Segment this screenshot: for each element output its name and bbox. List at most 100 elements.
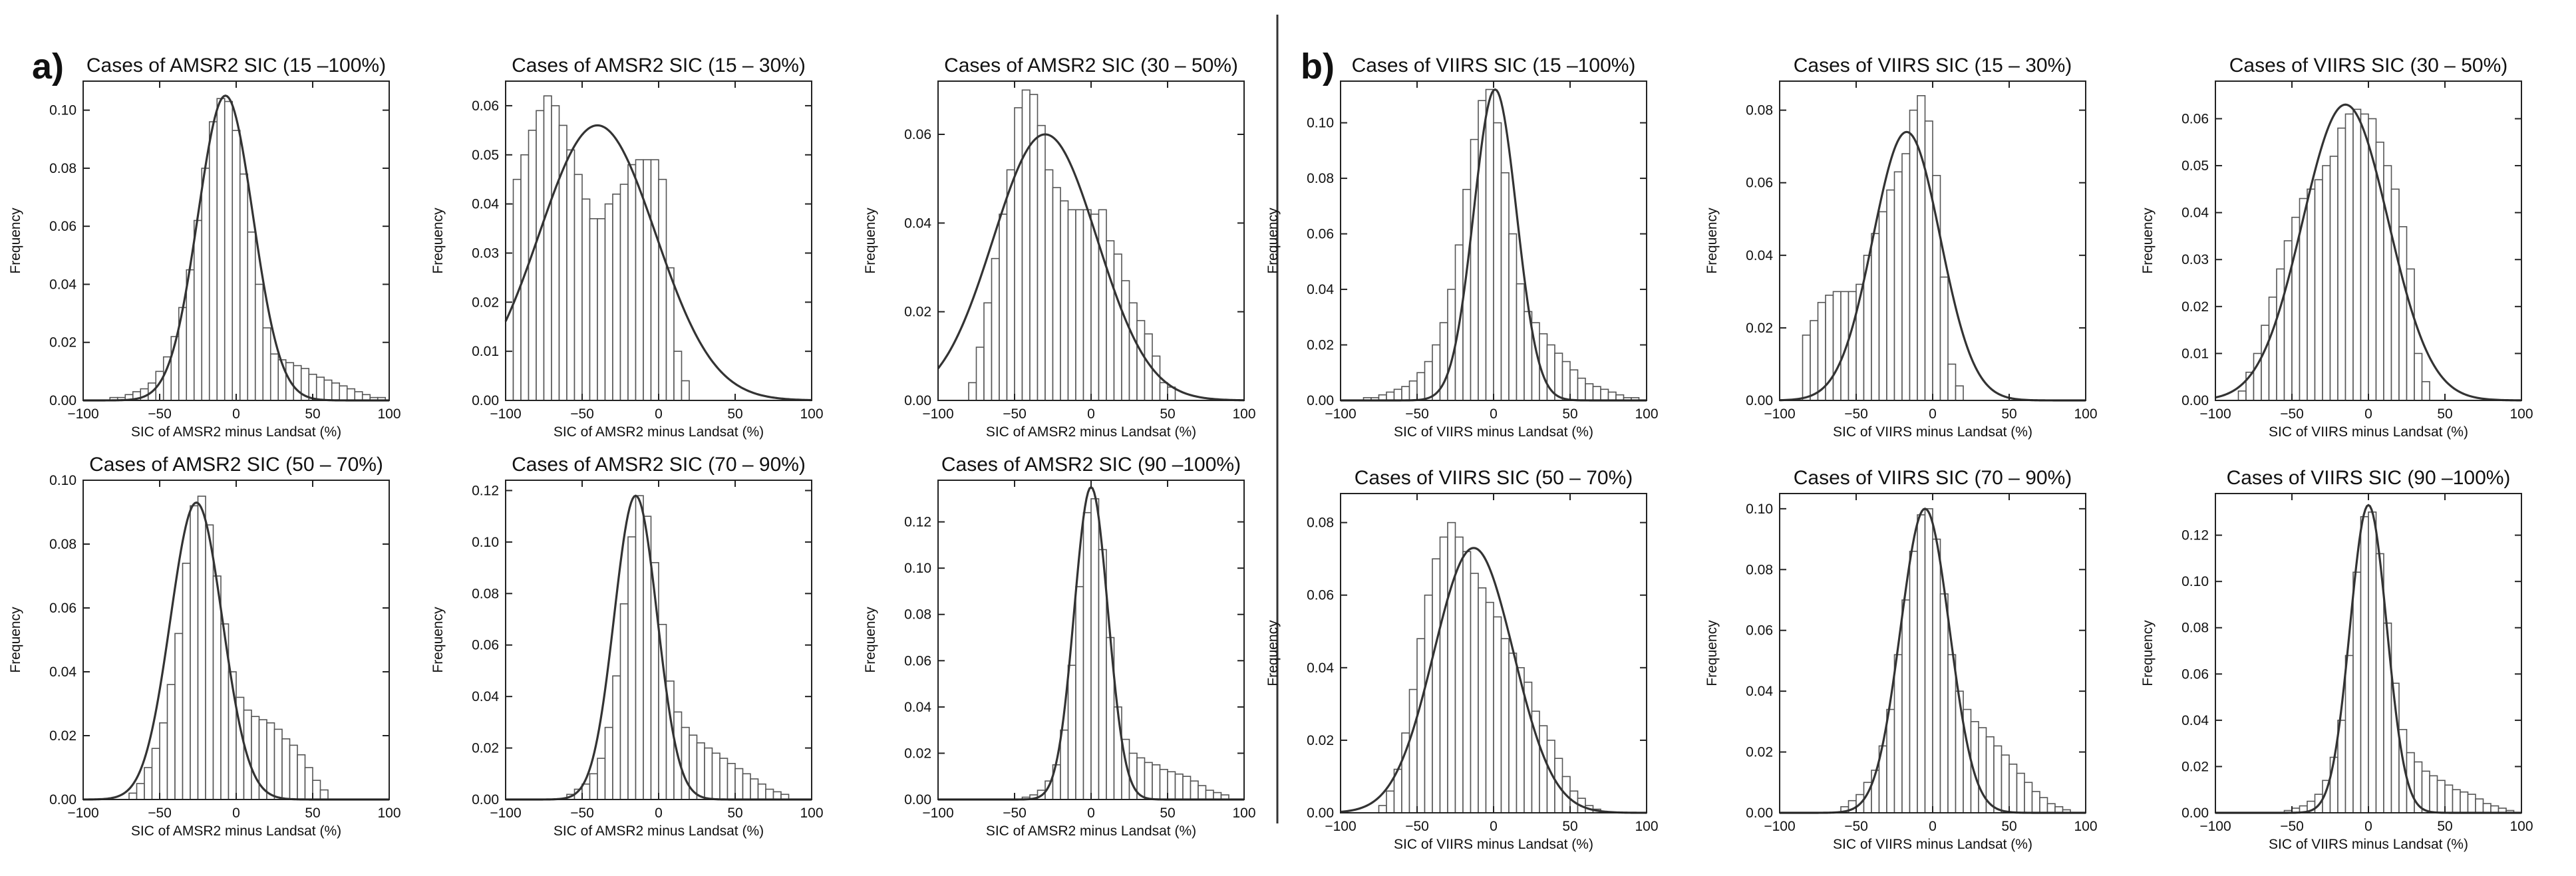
histogram-bar <box>1955 385 1964 401</box>
y-tick-label: 0.08 <box>49 537 77 552</box>
histogram-bar <box>1060 200 1069 401</box>
x-tick-label: 0 <box>232 805 240 821</box>
y-tick-label: 0.04 <box>904 216 931 231</box>
histogram-bar <box>254 283 264 401</box>
histogram-bar <box>2414 353 2423 401</box>
histogram-bar <box>346 388 356 401</box>
x-tick-label: 0 <box>655 406 663 422</box>
histogram-bar <box>2406 268 2415 401</box>
panel-letter-b: b) <box>1301 47 1335 86</box>
y-tick-label: 0.10 <box>1307 116 1334 131</box>
y-tick-label: 0.00 <box>2181 393 2209 408</box>
histogram-bar <box>1939 276 1949 401</box>
y-tick-label: 0.02 <box>904 746 931 761</box>
x-tick-label: 50 <box>727 406 742 422</box>
histogram-bar <box>1075 209 1084 401</box>
y-tick-label: 0.00 <box>1307 393 1334 408</box>
histogram-bar <box>331 382 341 401</box>
histogram-bar <box>627 536 637 800</box>
histogram-bar <box>597 218 606 401</box>
y-tick-label: 0.08 <box>904 607 931 623</box>
histogram-bar <box>1569 369 1579 401</box>
histogram-bar <box>2314 179 2323 401</box>
histogram-bar <box>619 603 629 800</box>
y-tick-label: 0.06 <box>472 98 499 114</box>
histogram-10: −100 −50 0 50 100 0.00 0.02 0.04 0.06 0.08 Cases o… <box>1265 467 1659 852</box>
chart-title: Cases of VIIRS SIC (90 –100%) <box>2227 467 2511 489</box>
histogram-bar <box>1052 187 1061 401</box>
histogram-bar <box>1386 790 1395 813</box>
histogram-bar <box>1090 498 1100 800</box>
histogram-bar <box>304 767 313 800</box>
histogram-bar <box>750 778 759 800</box>
normal-fit-curve <box>1340 547 1647 814</box>
y-tick-label: 0.06 <box>1307 227 1334 242</box>
y-axis-label: Frequency <box>8 607 23 673</box>
y-tick-label: 0.03 <box>2181 252 2209 267</box>
x-tick-label: 0 <box>1087 406 1095 422</box>
y-tick-label: 0.08 <box>472 586 499 601</box>
y-tick-label: 0.01 <box>472 344 499 359</box>
y-tick-label: 0.12 <box>2181 528 2209 543</box>
histogram-bar <box>1401 386 1410 401</box>
histogram-bar <box>1386 391 1395 401</box>
histogram-bar <box>581 783 591 800</box>
histogram-bar <box>1098 209 1107 401</box>
y-tick-label: 0.10 <box>2181 574 2209 589</box>
x-axis-label: SIC of AMSR2 minus Landsat (%) <box>554 424 764 440</box>
y-tick-label: 0.06 <box>2181 666 2209 682</box>
histogram-8: −100 −50 0 50 100 0.00 0.02 0.04 0.06 0.08 0.10 0.1… <box>430 454 824 839</box>
histogram-bar <box>232 130 241 401</box>
histogram-bar <box>581 198 591 401</box>
y-axis-label: Frequency <box>2140 620 2156 686</box>
histogram-bar <box>1485 601 1494 813</box>
histogram-bar <box>2360 515 2369 813</box>
histogram-bar <box>1886 708 1895 813</box>
histogram-bar <box>1924 120 1933 401</box>
histogram-9: −100 −50 0 50 100 0.00 0.02 0.04 0.06 0.08 0.10 0.1… <box>863 454 1256 839</box>
histogram-grid: −100 −50 0 50 100 0.00 0.02 0.04 0.06 0.08 0.10 Cas… <box>8 55 2533 852</box>
histogram-bar <box>2329 756 2338 813</box>
histogram-bar <box>293 365 302 401</box>
histogram-bar <box>742 773 751 800</box>
histogram-bar <box>2344 113 2354 401</box>
histogram-bar <box>1893 654 1903 813</box>
y-tick-label: 0.10 <box>49 473 77 488</box>
chart-title: Cases of AMSR2 SIC (90 –100%) <box>941 454 1241 476</box>
histogram-bar <box>1909 551 1918 813</box>
histogram-bar <box>1408 688 1418 813</box>
histogram-bar <box>1082 209 1092 401</box>
histogram-bar <box>1832 291 1842 401</box>
x-tick-label: −50 <box>2280 819 2304 834</box>
histogram-bar <box>1470 573 1479 813</box>
histogram-bar <box>597 758 606 800</box>
x-axis-label: SIC of VIIRS minus Landsat (%) <box>1394 424 1593 440</box>
histogram-bar <box>1924 508 1933 813</box>
histogram-bar <box>182 562 191 800</box>
y-tick-label: 0.08 <box>2181 621 2209 636</box>
histogram-bar <box>1848 291 1857 401</box>
histogram-bar <box>1439 536 1448 813</box>
histogram-bar <box>757 783 766 800</box>
y-tick-label: 0.02 <box>1746 745 1773 760</box>
chart-title: Cases of VIIRS SIC (50 – 70%) <box>1355 467 1633 489</box>
histogram-bar <box>166 684 176 800</box>
y-axis-label: Frequency <box>1265 620 1281 686</box>
histogram-bar <box>2291 216 2301 401</box>
x-tick-label: 0 <box>2364 819 2372 834</box>
histogram-bar <box>247 231 256 401</box>
histogram-bar <box>1539 725 1548 813</box>
histogram-12: −100 −50 0 50 100 0.00 0.02 0.04 0.06 0.08 0.10 0.1… <box>2140 467 2533 852</box>
x-tick-label: 100 <box>1635 819 1658 834</box>
histogram-bar <box>354 391 363 401</box>
histogram-bar <box>1136 320 1146 401</box>
histogram-bar <box>772 791 782 800</box>
histogram-bar <box>635 495 644 800</box>
y-tick-label: 0.06 <box>49 601 77 616</box>
histogram-bar <box>1021 89 1031 401</box>
y-tick-label: 0.04 <box>49 664 77 680</box>
histogram-bar <box>174 633 184 800</box>
y-tick-label: 0.00 <box>49 393 77 408</box>
chart-title: Cases of VIIRS SIC (15 – 30%) <box>1794 55 2072 76</box>
histogram-bar <box>528 130 537 401</box>
